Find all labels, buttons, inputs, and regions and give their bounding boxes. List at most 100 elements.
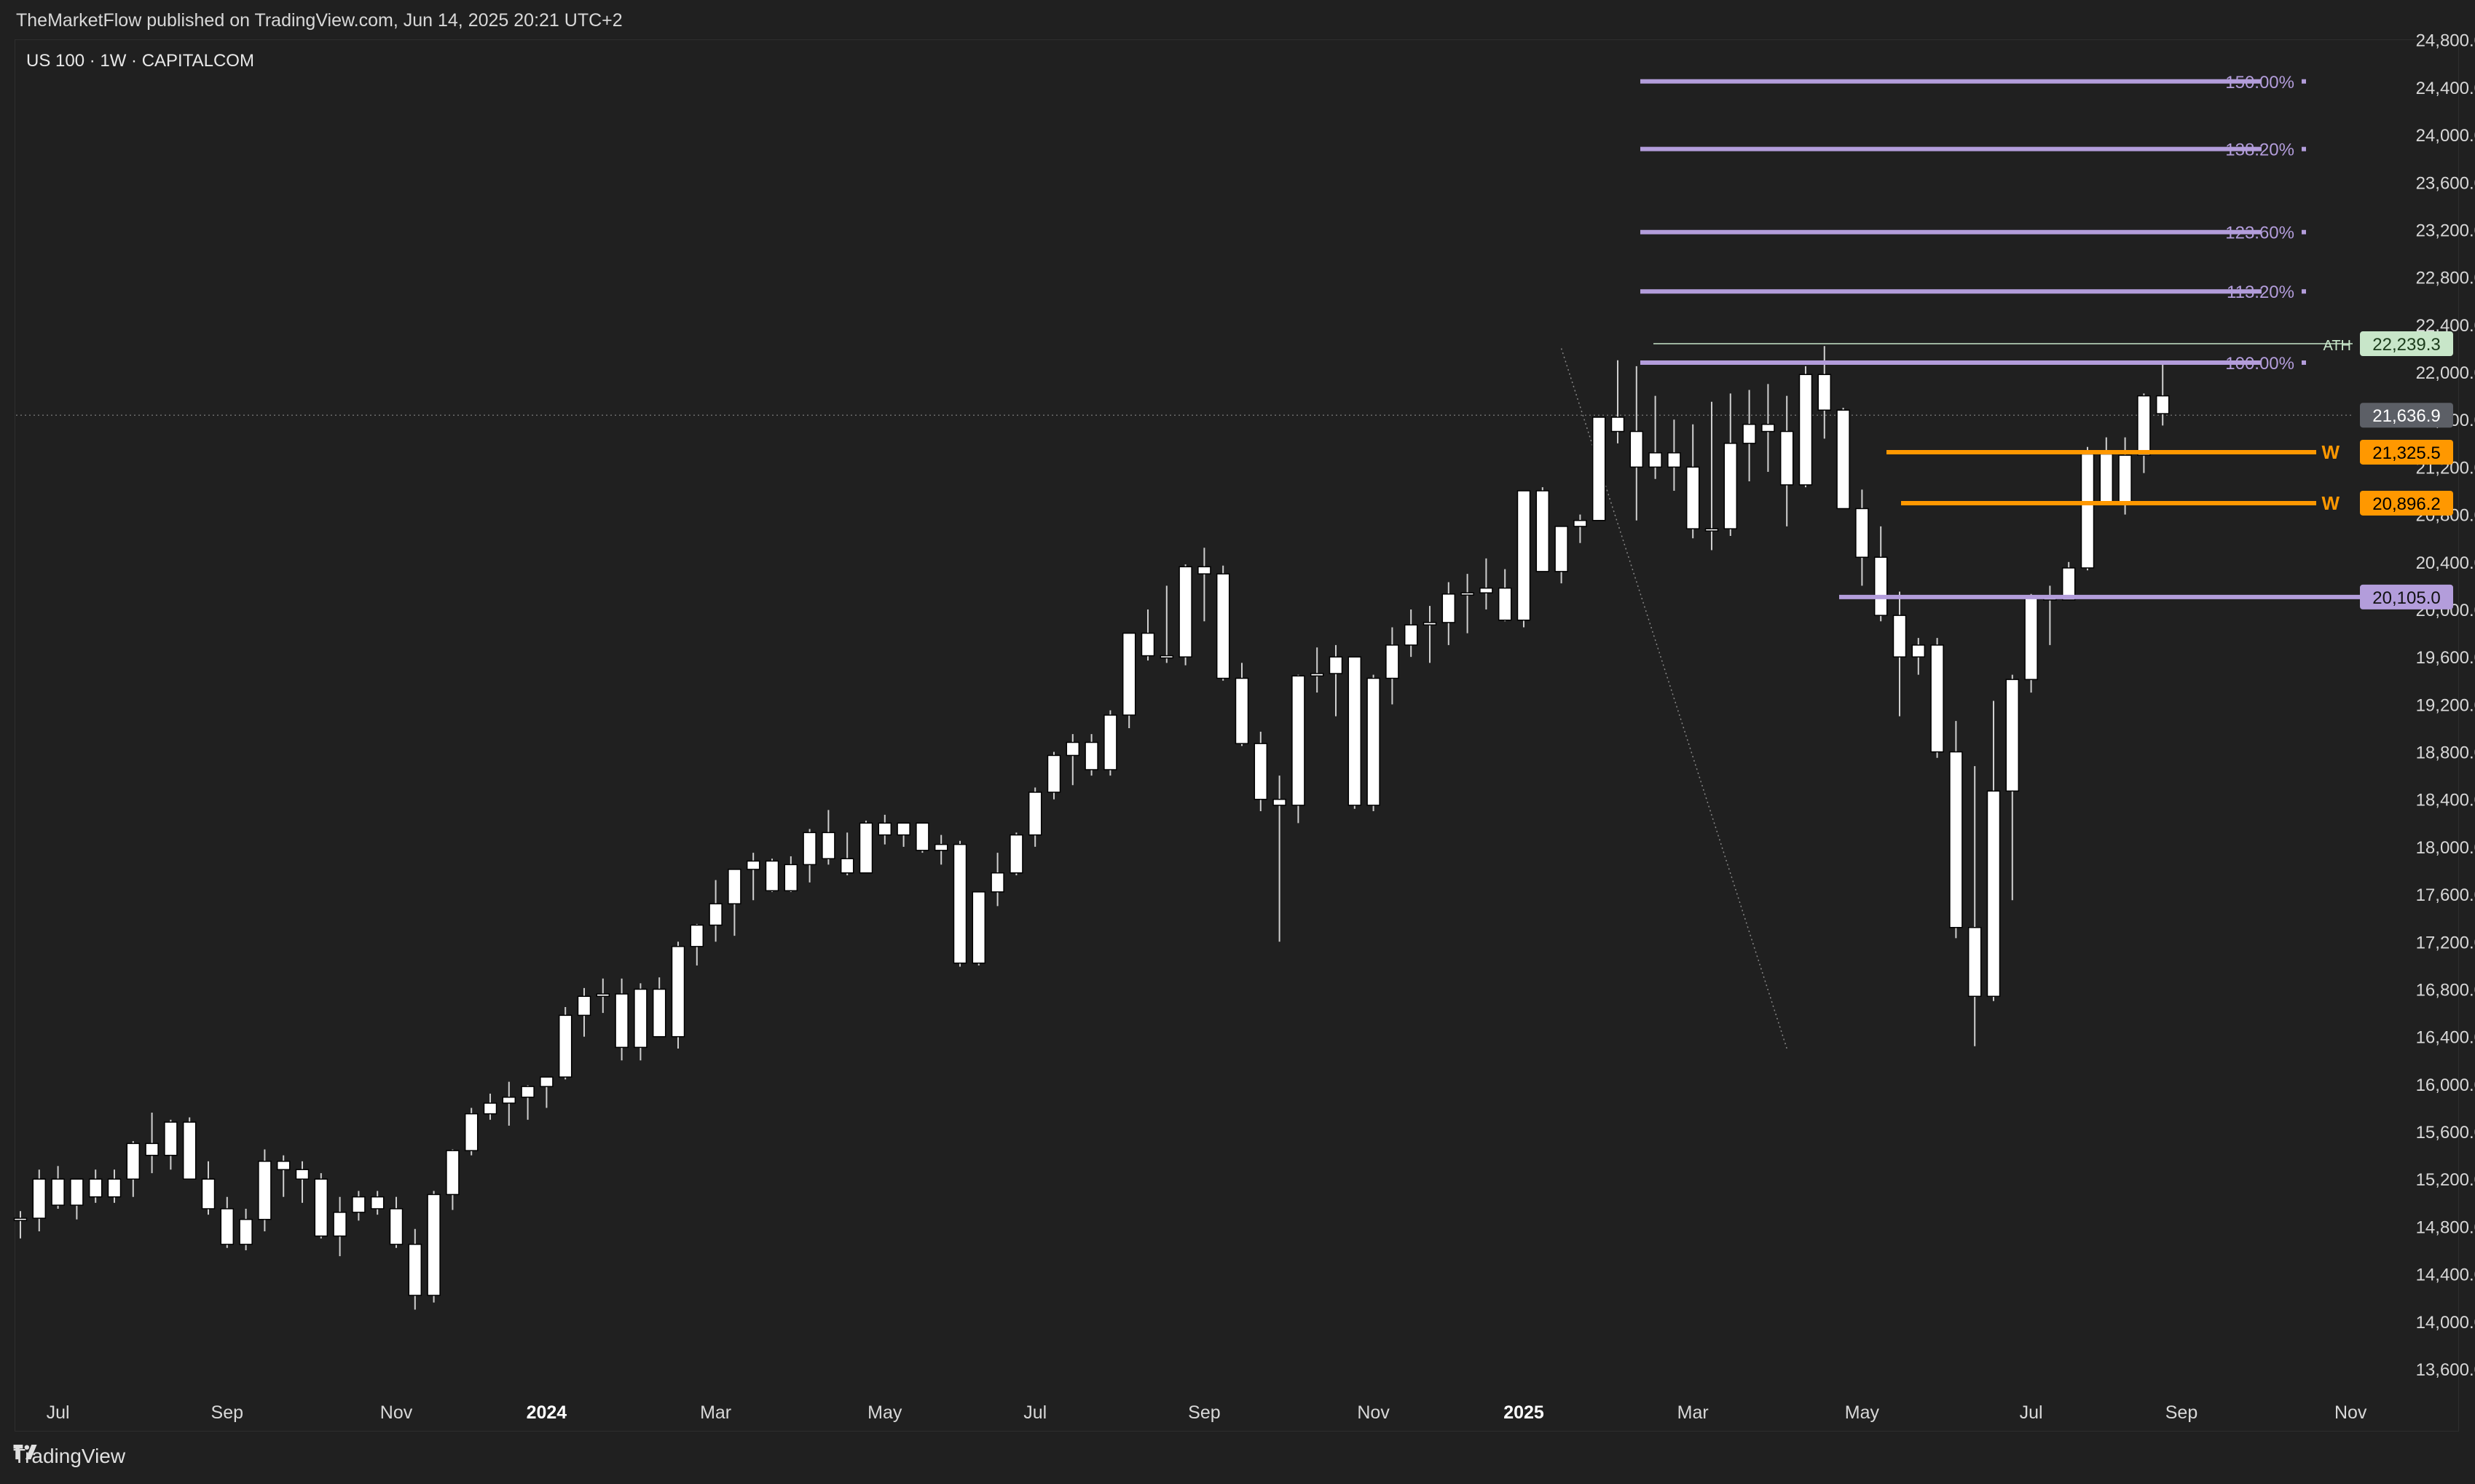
candle-body-up [427, 1193, 441, 1296]
candle-body-down [370, 1196, 385, 1209]
y-tick-label: 14,000.0 [2416, 1313, 2475, 1333]
candle-body-up [1103, 714, 1117, 770]
candle-body-up [1366, 677, 1380, 806]
candle-body-down [276, 1161, 291, 1170]
price-tag [2360, 439, 2453, 465]
candle-body-down [1141, 632, 1155, 657]
candle-body-up [502, 1097, 516, 1104]
chart-pane[interactable] [15, 39, 2459, 1432]
candle-body-down [1817, 374, 1832, 411]
candle-body-up [1742, 424, 1756, 444]
candle-body-down [1892, 615, 1907, 658]
fib-level-label: 100.00% [2225, 354, 2294, 374]
candle-body-down [1836, 409, 1850, 510]
publish-info: TheMarketFlow published on TradingView.c… [16, 10, 623, 31]
candle-body-up [972, 891, 986, 964]
y-tick-label: 18,400.0 [2416, 791, 2475, 810]
candle-body-down [314, 1178, 328, 1237]
candle-body-up [1591, 417, 1606, 521]
candle-body-up [239, 1218, 253, 1245]
candle-body-down [1498, 587, 1512, 621]
candle-body-down [1535, 490, 1550, 572]
candle-body-down [389, 1208, 404, 1245]
candle-body-up [1329, 656, 1343, 674]
fib-level-label: 113.20% [2227, 283, 2294, 302]
candle-body-up [1516, 490, 1531, 621]
fib-handle[interactable] [2302, 360, 2306, 366]
tradingview-logo-icon [13, 1445, 37, 1460]
candle-body-down [1254, 743, 1268, 800]
price-tag-value: 20,105.0 [2372, 588, 2440, 608]
candle-body-down [295, 1169, 310, 1180]
candle-body-down [953, 843, 967, 964]
price-tag-value: 21,325.5 [2372, 443, 2440, 463]
candle-body-up [2024, 596, 2038, 680]
candle-body-up [671, 946, 685, 1038]
candle-body-down [88, 1178, 103, 1198]
candle-body-up [1573, 520, 1587, 527]
candle-body-down [1667, 452, 1681, 468]
fib-handle[interactable] [2302, 79, 2306, 84]
candle-body-up [164, 1121, 178, 1156]
candle-body-up [1310, 673, 1324, 677]
y-tick-label: 23,200.0 [2416, 221, 2475, 240]
y-tick-label: 13,600.0 [2416, 1360, 2475, 1380]
y-tick-label: 22,000.0 [2416, 363, 2475, 383]
candle-body-up [70, 1178, 84, 1206]
y-tick-label: 24,800.0 [2416, 31, 2475, 51]
candle-body-down [1761, 424, 1775, 433]
candle-body-up [2080, 453, 2095, 569]
candle-body-down [1930, 644, 1944, 753]
candle-body-up [1122, 632, 1136, 716]
fib-handle[interactable] [2302, 229, 2306, 234]
candle-body-up [728, 869, 741, 904]
candle-body-up [1648, 452, 1662, 468]
price-tag-value: 21,636.9 [2372, 406, 2440, 426]
y-tick-label: 17,600.0 [2416, 885, 2475, 905]
candle-body-up [1911, 644, 1926, 658]
x-tick-label: Mar [700, 1402, 731, 1423]
candle-body-up [483, 1102, 497, 1115]
candle-body-up [803, 832, 817, 866]
candle-body-up [2118, 454, 2132, 505]
candle-body-down [615, 993, 629, 1049]
fib-level-label: 123.60% [2225, 224, 2294, 243]
candle-body-down [1855, 508, 1869, 559]
candle-body-down [916, 822, 929, 851]
fib-handle[interactable] [2302, 146, 2306, 151]
candle-body-down [408, 1244, 422, 1296]
candle-body-down [182, 1121, 197, 1180]
candle-body-up [1028, 792, 1042, 836]
candle-body-up [1460, 592, 1474, 596]
candle-body-up [352, 1196, 366, 1213]
candle-body-up [1798, 374, 1813, 486]
y-tick-label: 23,600.0 [2416, 173, 2475, 193]
candle-body-up [1066, 741, 1080, 757]
candle-body-up [991, 872, 1004, 893]
candle-body-up [2005, 679, 2020, 792]
candle-body-down [1197, 566, 1211, 575]
candle-body-down [220, 1208, 235, 1245]
candle-body-up [1704, 528, 1719, 532]
y-tick-label: 19,600.0 [2416, 648, 2475, 668]
candle-body-down [145, 1142, 159, 1156]
candle-body-down [51, 1178, 65, 1206]
candle-body-up [1179, 566, 1192, 658]
candle-body-up [859, 822, 873, 874]
candle-body-down [1085, 741, 1098, 770]
y-tick-label: 19,200.0 [2416, 695, 2475, 715]
candle-body-down [765, 860, 779, 891]
x-tick-label: May [1845, 1402, 1880, 1423]
fib-handle[interactable] [2302, 289, 2306, 294]
price-tag-value: 22,239.3 [2372, 335, 2440, 355]
candle-body-up [558, 1014, 572, 1078]
x-tick-label: May [867, 1402, 902, 1423]
fib-level-label: 138.20% [2225, 141, 2294, 160]
candle-body-up [1385, 644, 1399, 679]
candle-body-up [1404, 624, 1418, 646]
tradingview-footer[interactable]: TradingView [13, 1445, 125, 1468]
candle-body-down [1235, 677, 1249, 744]
symbol-label[interactable]: US 100 · 1W · CAPITALCOM [26, 51, 254, 71]
x-tick-label: Nov [2334, 1402, 2367, 1423]
